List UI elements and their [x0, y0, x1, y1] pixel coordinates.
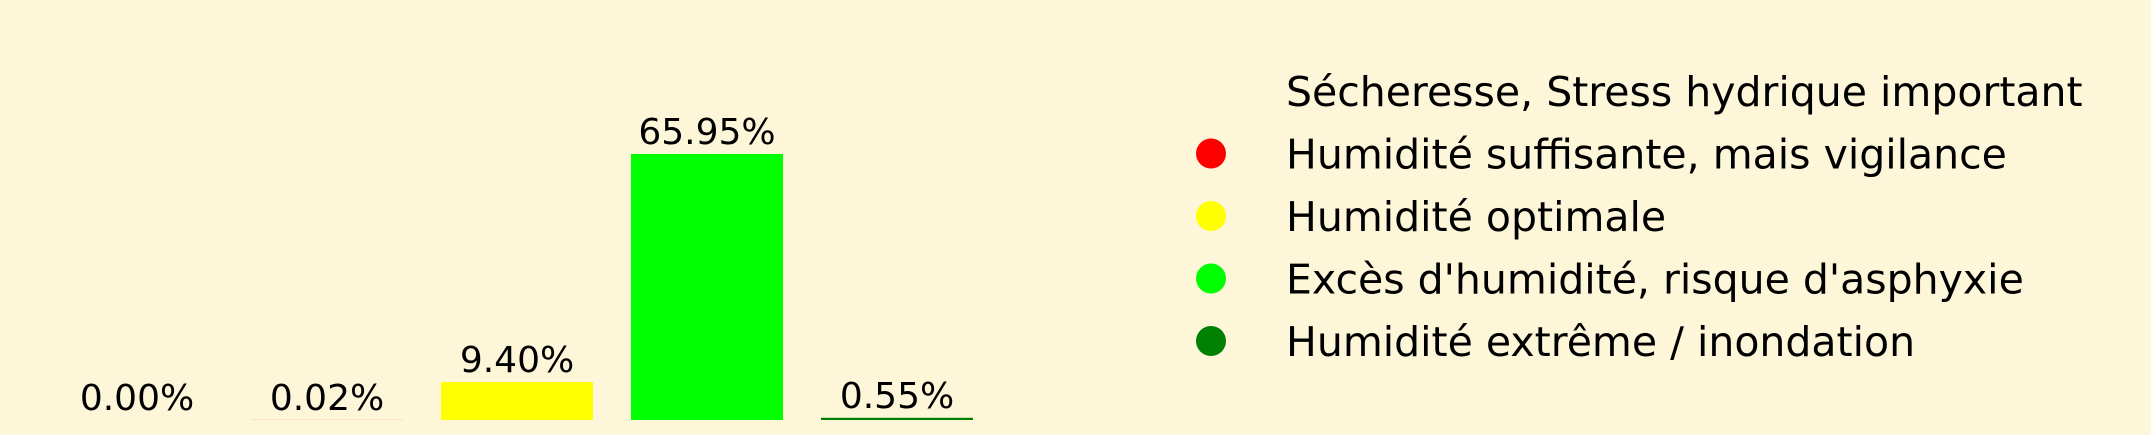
bar-value-label-4: 65.95%	[638, 112, 775, 153]
legend-label-4: Excès d'humidité, risque d'asphyxie	[1286, 256, 2024, 304]
legend-marker-4	[1196, 263, 1226, 294]
bar-3	[441, 382, 593, 420]
legend-label-5: Humidité extrême / inondation	[1286, 318, 1915, 366]
legend: Sécheresse, Stress hydrique important Hum…	[1196, 68, 2083, 366]
legend-label-3: Humidité optimale	[1286, 193, 1666, 241]
bar-value-label-2: 0.02%	[270, 378, 384, 419]
bar-4	[631, 154, 783, 420]
bar-value-label-3: 9.40%	[460, 340, 574, 381]
legend-marker-5	[1196, 326, 1226, 356]
legend-marker-2	[1196, 138, 1226, 169]
legend-label-1: Sécheresse, Stress hydrique important	[1286, 68, 2083, 116]
bars-group: 0.00% 0.02% 9.40% 65.95% 0.55%	[80, 112, 973, 420]
bar-value-label-1: 0.00%	[80, 378, 194, 419]
legend-marker-3	[1196, 201, 1226, 231]
bar-5	[821, 417, 973, 420]
bar-value-label-5: 0.55%	[840, 376, 954, 417]
legend-marker-1	[1196, 76, 1226, 106]
legend-label-2: Humidité suffisante, mais vigilance	[1286, 131, 2007, 179]
